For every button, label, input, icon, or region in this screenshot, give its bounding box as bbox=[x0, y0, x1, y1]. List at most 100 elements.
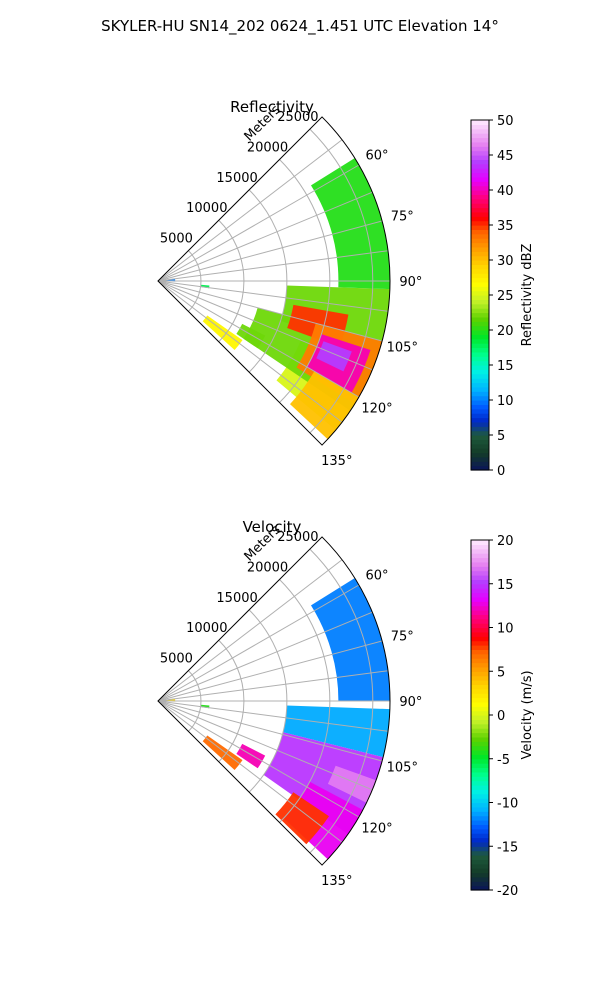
colorbar-swatch bbox=[471, 715, 489, 720]
azimuth-gridline bbox=[157, 280, 389, 312]
echo-region-1 bbox=[311, 578, 390, 701]
colorbar-tick-label: -5 bbox=[497, 753, 510, 768]
colorbar-swatch bbox=[471, 168, 489, 174]
colorbar-swatch bbox=[471, 369, 489, 375]
colorbar-swatch bbox=[471, 360, 489, 366]
radial-tick-label: 15000 bbox=[216, 171, 257, 186]
azimuth-gridline bbox=[157, 584, 360, 702]
colorbar-swatch bbox=[471, 303, 489, 309]
echo-region-0 bbox=[283, 705, 390, 758]
colorbar-swatch bbox=[471, 658, 489, 664]
colorbar-swatch bbox=[471, 338, 489, 344]
colorbar-swatch bbox=[471, 758, 489, 764]
colorbar-swatch bbox=[471, 413, 489, 419]
colorbar-swatch bbox=[471, 216, 489, 222]
azimuth-gridline bbox=[157, 280, 383, 342]
colorbar-swatch bbox=[471, 452, 489, 458]
colorbar-swatch bbox=[471, 155, 489, 160]
azimuth-tick-label: 105° bbox=[387, 761, 418, 776]
colorbar-swatch bbox=[471, 400, 489, 405]
colorbar-tick-label: 30 bbox=[497, 254, 514, 269]
colorbar-swatch bbox=[471, 251, 489, 257]
colorbar-swatch bbox=[471, 163, 489, 169]
colorbar-swatch bbox=[471, 684, 489, 690]
colorbar-swatch bbox=[471, 789, 489, 795]
colorbar-swatch bbox=[471, 540, 489, 545]
colorbar-swatch bbox=[471, 264, 489, 270]
colorbar-swatch bbox=[471, 815, 489, 821]
colorbar-swatch bbox=[471, 697, 489, 703]
colorbar-swatch bbox=[471, 133, 489, 139]
radial-tick-label: 25000 bbox=[277, 110, 318, 125]
colorbar-swatch bbox=[471, 776, 489, 782]
colorbar-swatch bbox=[471, 806, 489, 812]
colorbar-swatch bbox=[471, 198, 489, 204]
colorbar-swatch bbox=[471, 185, 489, 191]
colorbar-swatch bbox=[471, 233, 489, 239]
colorbar-swatch bbox=[471, 246, 489, 252]
colorbar-swatch bbox=[471, 238, 489, 244]
colorbar-swatch bbox=[471, 255, 489, 261]
azimuth-gridline bbox=[157, 640, 383, 702]
colorbar-swatch bbox=[471, 242, 489, 248]
colorbar-tick-label: 0 bbox=[497, 709, 505, 724]
colorbar-swatch bbox=[471, 325, 489, 331]
colorbar-swatch bbox=[471, 798, 489, 804]
colorbar-swatch bbox=[471, 754, 489, 760]
colorbar-swatch bbox=[471, 426, 489, 432]
colorbar-swatch bbox=[471, 767, 489, 773]
echo-region-4 bbox=[327, 765, 376, 803]
azimuth-tick-label: 120° bbox=[361, 401, 392, 416]
velocity-colorbar: -20 -15 -10 -5 0 5 10 15 20 bbox=[470, 534, 518, 899]
colorbar-tick-label: -20 bbox=[497, 884, 518, 899]
azimuth-gridline bbox=[157, 559, 343, 702]
azimuth-tick-label: 75° bbox=[391, 210, 414, 225]
colorbar-swatch bbox=[471, 220, 489, 226]
azimuth-tick-label: 60° bbox=[365, 149, 388, 164]
radial-tick-label: 5000 bbox=[160, 652, 193, 667]
colorbar-swatch bbox=[471, 260, 489, 265]
colorbar-swatch bbox=[471, 833, 489, 839]
azimuth-tick-label: 90° bbox=[399, 695, 422, 710]
colorbar-tick-label: 15 bbox=[497, 359, 514, 374]
colorbar-swatch bbox=[471, 330, 489, 335]
colorbar-swatch bbox=[471, 745, 489, 751]
colorbar-swatch bbox=[471, 614, 489, 620]
azimuth-gridline bbox=[157, 700, 389, 732]
colorbar-swatch bbox=[471, 124, 489, 130]
colorbar-swatch bbox=[471, 588, 489, 594]
colorbar-swatch bbox=[471, 592, 489, 598]
colorbar-swatch bbox=[471, 627, 489, 633]
echo-region-9 bbox=[202, 315, 243, 350]
echo-region-5 bbox=[202, 735, 243, 770]
colorbar-swatch bbox=[471, 146, 489, 152]
colorbar-swatch bbox=[471, 824, 489, 830]
colorbar-swatch bbox=[471, 316, 489, 322]
colorbar-swatch bbox=[471, 636, 489, 642]
colorbar-swatch bbox=[471, 741, 489, 747]
colorbar-swatch bbox=[471, 885, 489, 891]
colorbar-swatch bbox=[471, 841, 489, 847]
colorbar-swatch bbox=[471, 273, 489, 279]
colorbar-swatch bbox=[471, 120, 489, 125]
figure-suptitle: SKYLER-HU SN14_202 0624_1.451 UTC Elevat… bbox=[101, 17, 499, 36]
colorbar-swatch bbox=[471, 430, 489, 436]
colorbar-swatch bbox=[471, 203, 489, 209]
azimuth-gridline bbox=[157, 700, 383, 762]
colorbar-tick-label: 15 bbox=[497, 578, 514, 593]
colorbar-swatch bbox=[471, 448, 489, 454]
colorbar-swatch bbox=[471, 719, 489, 725]
colorbar-swatch bbox=[471, 837, 489, 843]
colorbar-swatch bbox=[471, 308, 489, 314]
colorbar-swatch bbox=[471, 855, 489, 860]
colorbar-swatch bbox=[471, 846, 489, 852]
colorbar-swatch bbox=[471, 785, 489, 790]
colorbar-swatch bbox=[471, 675, 489, 681]
colorbar-swatch bbox=[471, 662, 489, 668]
colorbar-swatch bbox=[471, 347, 489, 353]
colorbar-swatch bbox=[471, 365, 489, 370]
azimuth-gridline bbox=[157, 191, 373, 282]
colorbar-swatch bbox=[471, 575, 489, 580]
colorbar-swatch bbox=[471, 723, 489, 729]
colorbar-tick-label: 5 bbox=[497, 665, 505, 680]
